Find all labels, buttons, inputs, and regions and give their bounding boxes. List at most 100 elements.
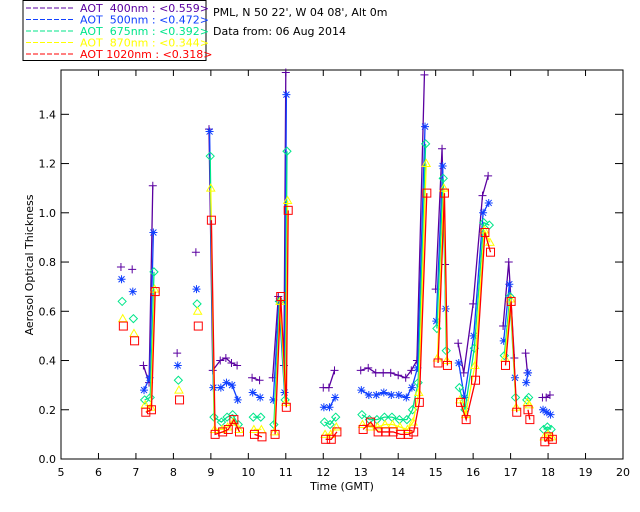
asterisk-marker [394,390,403,399]
asterisk-marker [524,368,533,377]
y-tick-label: 1.4 [39,108,57,121]
asterisk-marker [505,280,514,289]
legend-entry: AOT 400nm : <0.559> [80,2,209,15]
x-tick-label: 14 [391,466,405,479]
plus-marker [255,376,264,385]
square-marker [249,429,259,439]
series-aot500nm0472 [117,90,555,419]
legend-entry: AOT 675nm : <0.392> [80,25,209,38]
diamond-marker [145,392,155,403]
x-tick-label: 17 [504,466,518,479]
square-marker [422,188,432,198]
square-marker [130,336,140,346]
y-tick-label: 0.2 [39,404,57,417]
y-tick-label: 0.4 [39,355,57,368]
diamond-marker [325,419,335,430]
asterisk-marker [216,383,225,392]
y-tick-label: 1.0 [39,207,57,220]
x-tick-label: 7 [132,466,139,479]
x-tick-label: 8 [170,466,177,479]
plus-marker [148,181,157,190]
x-tick-label: 13 [354,466,368,479]
plus-marker [407,366,416,375]
diamond-marker [522,395,532,405]
triangle-marker [282,195,293,204]
plot-area [116,68,557,447]
square-marker [281,402,291,412]
square-marker [332,427,342,437]
x-tick-label: 18 [541,466,555,479]
series-aot400nm0559 [116,68,554,402]
x-axis-label: Time (GMT) [309,480,374,493]
diamond-marker [438,173,448,184]
axes: 5 6 7 8 9 10 11 12 13 14 15 16 17 18 19 20 0.0 0.2 0.4 0.6 0… [39,69,630,479]
plus-marker [173,349,182,358]
square-marker [118,321,128,331]
asterisk-marker [454,358,463,367]
square-marker [193,321,203,331]
asterisk-marker [387,390,396,399]
triangle-marker [413,387,424,397]
asterisk-marker [484,198,493,207]
asterisk-marker [379,388,388,397]
asterisk-marker [522,378,531,387]
diamond-marker [420,139,431,149]
diamond-marker [280,395,290,405]
triangle-marker [331,421,342,431]
x-tick-label: 11 [279,466,293,479]
asterisk-marker [282,90,291,99]
plus-marker [420,70,429,79]
y-axis-label: Aerosol Optical Thickness [23,194,36,335]
triangle-marker [320,429,330,438]
square-marker [523,405,533,415]
series-line [459,229,491,418]
triangle-marker [234,424,244,433]
square-marker [506,296,516,306]
series-line [144,271,155,401]
x-tick-label: 10 [241,466,255,479]
triangle-marker [117,313,128,323]
asterisk-marker [542,408,551,417]
asterisk-marker [499,336,508,345]
asterisk-marker [248,388,257,397]
asterisk-marker [233,395,242,404]
diamond-marker [128,313,139,324]
asterisk-marker [325,403,334,412]
triangle-marker [129,328,139,337]
diamond-marker [117,296,127,307]
plus-marker [454,339,463,348]
asterisk-marker [421,122,430,131]
y-tick-label: 0.8 [39,256,57,269]
triangle-marker [174,385,184,394]
square-marker [414,397,424,407]
square-marker [486,247,496,257]
square-marker [283,205,293,215]
plus-marker [330,366,339,375]
triangle-marker [438,183,449,192]
triangle-marker [249,424,259,433]
triangle-marker [192,306,203,315]
diamond-marker [248,412,258,422]
series-line [504,301,518,413]
plus-marker [401,373,410,382]
square-marker [150,287,160,297]
asterisk-marker [438,162,447,171]
diamond-marker [282,146,292,156]
square-marker [439,188,449,198]
square-marker [358,424,368,434]
diamond-marker [319,417,330,427]
square-marker [433,358,443,368]
triangle-marker [524,399,535,409]
square-marker [321,434,331,444]
square-marker [547,434,557,444]
plus-marker [364,363,373,372]
asterisk-marker [331,393,340,402]
square-marker [388,427,398,437]
square-marker [512,407,522,417]
asterisk-marker [192,285,201,294]
x-tick-label: 19 [579,466,593,479]
square-marker [257,432,267,442]
asterisk-marker [319,403,328,412]
square-marker [373,427,383,437]
asterisk-marker [372,390,381,399]
